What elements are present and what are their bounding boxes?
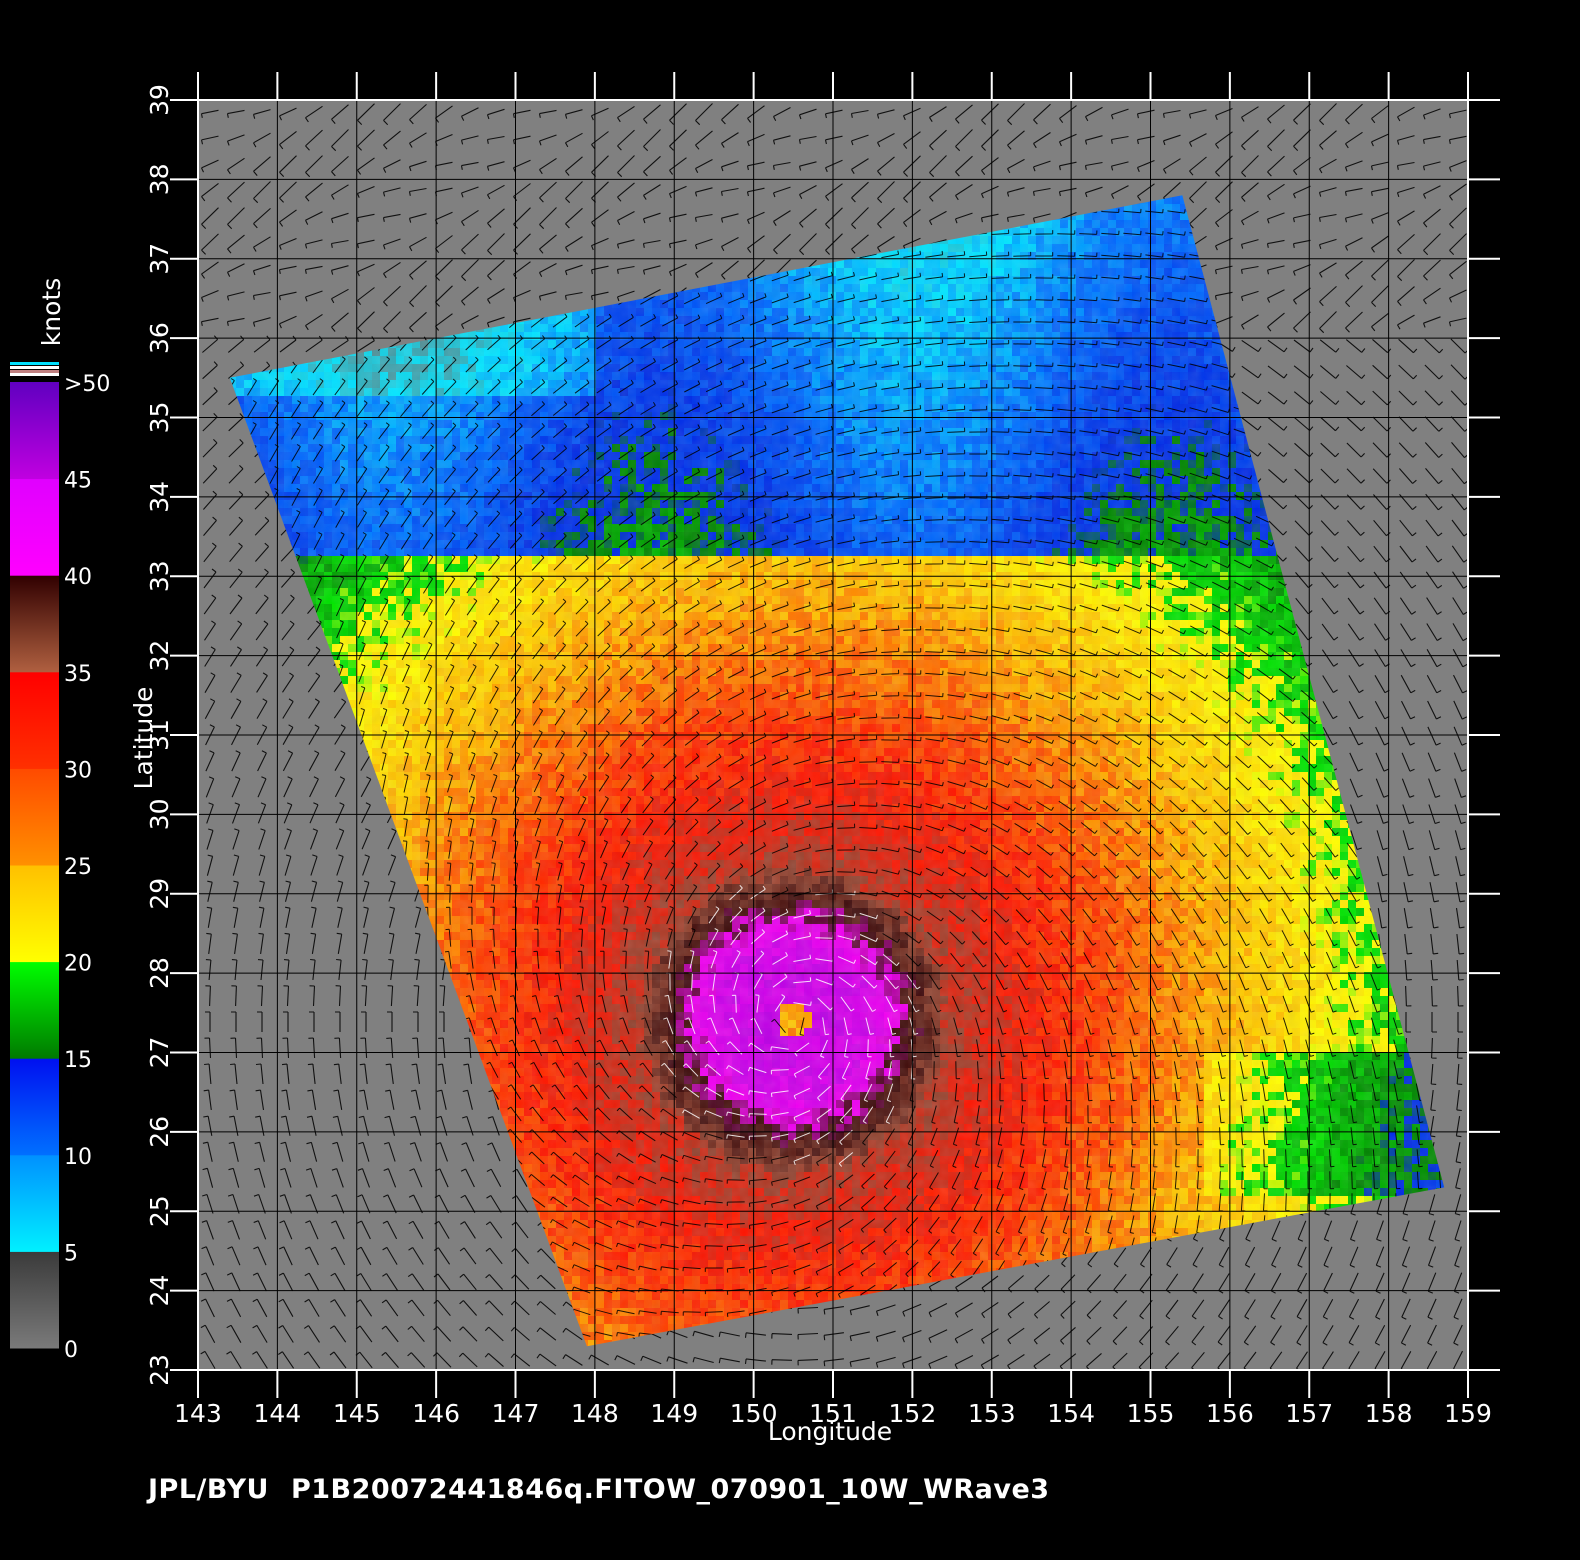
lat-tick-label: 33 (145, 560, 174, 592)
colorbar-band (10, 671, 59, 769)
lon-tick-label: 156 (1206, 1399, 1254, 1428)
colorbar-unit-label: knots (37, 278, 66, 346)
colorbar-band (10, 768, 59, 866)
colorbar-label: 20 (64, 952, 92, 977)
lon-tick-label: 144 (254, 1399, 302, 1428)
lon-tick-label: 150 (730, 1399, 778, 1428)
axis-tick-labels: 143 144 145 146 147 148 149 150 151 152 153 154 155 1… (145, 84, 1492, 1428)
colorbar: 0 5 10 15 20 25 30 35 40 45 >50 (10, 362, 110, 1363)
footer-source: JPL/BYU (148, 1474, 269, 1505)
colorbar-label: 30 (64, 758, 92, 783)
lon-tick-label: 158 (1365, 1399, 1413, 1428)
colorbar-top-strip (10, 366, 59, 369)
lat-tick-label: 28 (145, 957, 174, 989)
colorbar-label: 35 (64, 662, 92, 687)
colorbar-band (10, 575, 59, 673)
lon-tick-label: 146 (412, 1399, 460, 1428)
lon-tick-label: 153 (968, 1399, 1016, 1428)
lat-tick-label: 39 (145, 84, 174, 116)
colorbar-top-strip (10, 362, 59, 365)
lat-tick-label: 34 (145, 481, 174, 513)
colorbar-label: 0 (64, 1338, 78, 1363)
colorbar-label: 25 (64, 855, 92, 880)
lon-tick-label: 148 (571, 1399, 619, 1428)
colorbar-label: 15 (64, 1048, 92, 1073)
lon-tick-label: 151 (809, 1399, 857, 1428)
lon-tick-label: 143 (174, 1399, 222, 1428)
colorbar-band (10, 1251, 59, 1349)
colorbar-label: 45 (64, 469, 92, 494)
lat-tick-label: 24 (145, 1275, 174, 1307)
lat-tick-label: 26 (145, 1116, 174, 1148)
colorbar-band (10, 865, 59, 963)
colorbar-top-strip (10, 373, 59, 376)
colorbar-band (10, 961, 59, 1059)
x-axis-label: Longitude (768, 1417, 892, 1446)
lon-tick-label: 159 (1444, 1399, 1492, 1428)
colorbar-label: 10 (64, 1145, 92, 1170)
colorbar-band (10, 382, 59, 480)
colorbar-label: 5 (64, 1241, 78, 1266)
lat-tick-label: 36 (145, 322, 174, 354)
footer: JPL/BYU P1B20072441846q.FITOW_070901_10W_… (148, 1474, 1050, 1505)
y-axis-label: Latitude (129, 687, 158, 790)
lon-tick-label: 154 (1047, 1399, 1095, 1428)
footer-file-id: P1B20072441846q.FITOW_070901_10W_WRave3 (291, 1474, 1050, 1505)
colorbar-label: >50 (64, 372, 110, 397)
lat-tick-label: 35 (145, 402, 174, 434)
lat-tick-label: 37 (145, 243, 174, 275)
lon-tick-label: 145 (333, 1399, 381, 1428)
lat-tick-label: 27 (145, 1037, 174, 1069)
colorbar-band (10, 1154, 59, 1252)
lat-tick-label: 31 (145, 719, 174, 751)
lon-tick-label: 157 (1285, 1399, 1333, 1428)
colorbar-label: 40 (64, 565, 92, 590)
lon-tick-label: 155 (1127, 1399, 1175, 1428)
colorbar-band (10, 1058, 59, 1156)
lon-tick-label: 147 (492, 1399, 540, 1428)
lon-tick-label: 149 (650, 1399, 698, 1428)
lat-tick-label: 32 (145, 640, 174, 672)
lat-tick-label: 23 (145, 1354, 174, 1386)
lat-tick-label: 29 (145, 878, 174, 910)
colorbar-top-strip (10, 370, 59, 373)
lon-tick-label: 152 (889, 1399, 937, 1428)
lat-tick-label: 38 (145, 163, 174, 195)
colorbar-band (10, 478, 59, 576)
lat-tick-label: 25 (145, 1195, 174, 1227)
lat-tick-label: 30 (145, 798, 174, 830)
axis-ticks (170, 72, 1500, 1398)
